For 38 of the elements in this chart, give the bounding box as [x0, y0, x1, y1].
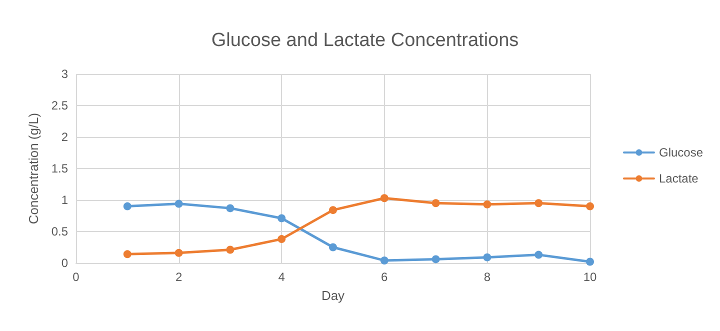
chart-title: Glucose and Lactate Concentrations [211, 30, 519, 51]
point [534, 199, 543, 208]
point [123, 250, 132, 258]
legend-label: Lactate [658, 172, 699, 186]
point [174, 200, 183, 208]
point [586, 258, 594, 266]
point [432, 199, 440, 208]
point [278, 214, 286, 222]
x-tick-label: 4 [278, 270, 286, 284]
y-axis-title: Concentration (g/L) [26, 112, 41, 224]
point [483, 253, 492, 262]
point [174, 248, 183, 257]
x-axis-title: Day [321, 288, 346, 303]
point [329, 243, 337, 252]
point [278, 235, 286, 244]
y-tick-label: 2.5 [51, 98, 68, 112]
x-tick-label: 6 [381, 270, 388, 284]
point [534, 250, 543, 259]
y-tick-label: 3 [61, 67, 68, 81]
point [586, 202, 594, 210]
point [380, 256, 388, 264]
point [123, 202, 132, 210]
x-tick-label: 8 [484, 270, 491, 284]
point [329, 206, 337, 214]
y-tick-label: 1 [61, 193, 68, 207]
point [380, 194, 388, 202]
point [226, 246, 234, 254]
legend-label: Glucose [658, 146, 704, 160]
x-tick-label: 10 [583, 270, 597, 284]
x-tick-label: 2 [175, 270, 182, 284]
point [432, 255, 440, 264]
point [226, 204, 234, 212]
point [483, 200, 492, 208]
y-tick-label: 0 [61, 256, 68, 270]
y-tick-label: 0.5 [51, 224, 68, 238]
x-tick-label: 0 [72, 270, 80, 284]
y-tick-label: 1.5 [51, 162, 68, 176]
y-tick-label: 2 [61, 130, 68, 144]
